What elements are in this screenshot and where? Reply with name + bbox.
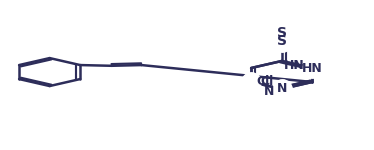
Text: S: S bbox=[277, 26, 286, 40]
Text: N: N bbox=[276, 82, 287, 96]
Text: HN: HN bbox=[302, 61, 323, 75]
Text: HN: HN bbox=[284, 59, 305, 72]
Text: Cl: Cl bbox=[257, 75, 270, 88]
Text: Cl: Cl bbox=[260, 75, 274, 88]
Text: S: S bbox=[277, 34, 286, 48]
Text: N: N bbox=[264, 85, 274, 98]
